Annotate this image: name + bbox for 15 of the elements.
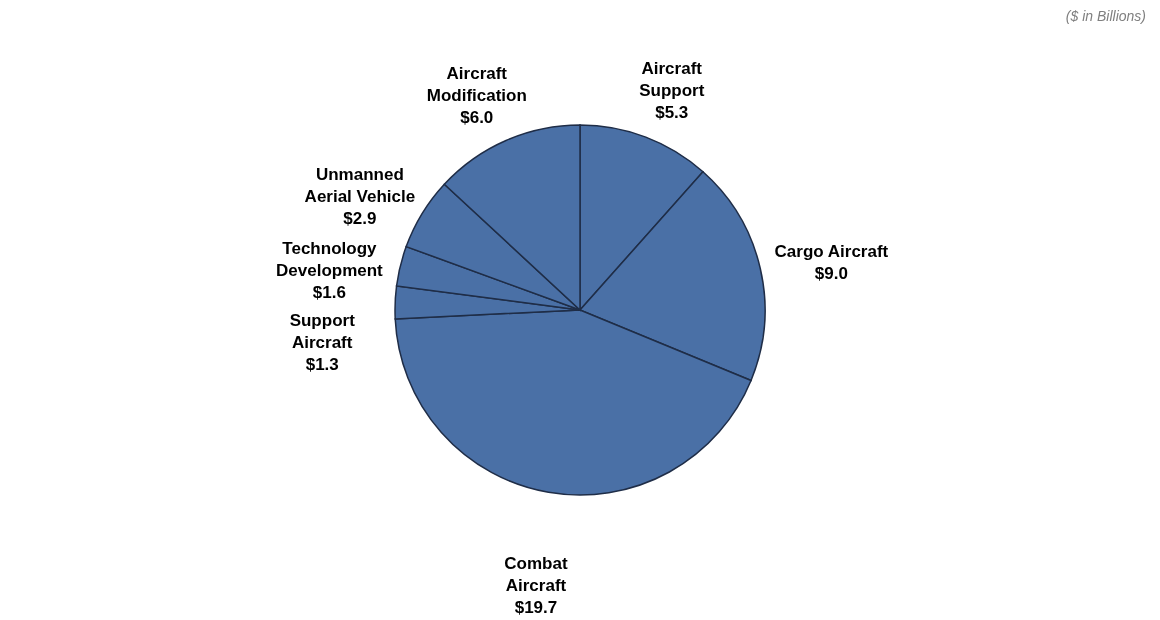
data-label: $1.3 [305, 354, 339, 374]
slice-label: Aircraft Modification [426, 63, 527, 105]
slice-label: Unmanned Aerial Vehicle [304, 165, 416, 207]
data-label: $2.9 [343, 209, 377, 229]
data-label: $19.7 [514, 598, 558, 618]
slice-label: Cargo Aircraft [774, 242, 889, 262]
slice-label: Aircraft Support [639, 58, 705, 100]
data-label: $1.6 [312, 282, 346, 302]
text: ($ in Billions) [1065, 8, 1146, 24]
data-label: $9.0 [814, 264, 848, 284]
slice-label: Combat Aircraft [504, 554, 568, 596]
data-label: $5.3 [655, 102, 689, 122]
data-label: $6.0 [460, 107, 494, 127]
slice-label: Support Aircraft [289, 310, 356, 352]
slice-label: Technology Development [276, 238, 384, 280]
